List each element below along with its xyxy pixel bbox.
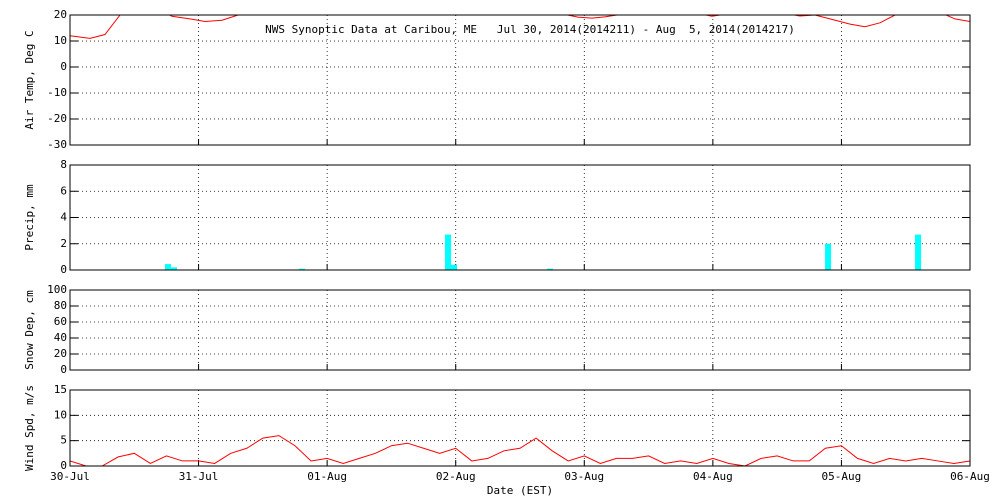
y-tick-label: 10: [54, 408, 67, 421]
chart-title: NWS Synoptic Data at Caribou, ME Jul 30,…: [265, 23, 795, 36]
y-tick-label: 2: [60, 237, 67, 250]
y-tick-label: 6: [60, 184, 67, 197]
plot-area: [164, 234, 922, 270]
y-tick-label: 80: [54, 299, 67, 312]
x-tick-label: 01-Aug: [307, 470, 347, 483]
frame: [69, 164, 971, 271]
y-tick-label: 20: [54, 8, 67, 21]
y-tick-label: 0: [60, 60, 67, 73]
bar: [451, 264, 458, 270]
y-tick-label: -30: [47, 138, 67, 151]
x-tick-label: 03-Aug: [564, 470, 604, 483]
y-tick-label: 60: [54, 315, 67, 328]
y-axis-label: Wind Spd, m/s: [23, 385, 36, 471]
bar: [171, 267, 178, 270]
plot-area: [70, 15, 970, 39]
x-tick-label: 06-Aug: [950, 470, 990, 483]
y-tick-label: 8: [60, 158, 67, 171]
y-tick-label: -10: [47, 86, 67, 99]
y-tick-label: 100: [47, 283, 67, 296]
line: [70, 15, 970, 39]
y-tick-label: 5: [60, 434, 67, 447]
frame: [69, 389, 971, 467]
x-tick-label: 31-Jul: [179, 470, 219, 483]
plot-area: [70, 435, 970, 466]
y-tick-label: -20: [47, 112, 67, 125]
y-axis-label: Snow Dep, cm: [23, 290, 36, 370]
y-tick-label: 40: [54, 331, 67, 344]
frame: [69, 289, 971, 371]
y-axis-label: Precip, mm: [23, 184, 36, 251]
y-axis-label: Air Temp, Deg C: [23, 30, 36, 129]
x-tick-label: 30-Jul: [50, 470, 90, 483]
y-tick-label: 15: [54, 383, 67, 396]
y-tick-label: 4: [60, 211, 67, 224]
bar: [546, 268, 553, 270]
y-tick-label: 20: [54, 347, 67, 360]
y-tick-label: 0: [60, 263, 67, 276]
bar: [298, 268, 305, 270]
y-tick-label: 0: [60, 459, 67, 472]
y-tick-label: 0: [60, 363, 67, 376]
bar: [915, 234, 922, 270]
frame: [69, 14, 971, 146]
x-tick-label: 05-Aug: [822, 470, 862, 483]
x-tick-label: 04-Aug: [693, 470, 733, 483]
x-tick-label: 02-Aug: [436, 470, 476, 483]
bar: [445, 234, 451, 270]
line: [70, 435, 970, 466]
x-axis-label: Date (EST): [487, 484, 553, 497]
y-tick-label: 10: [54, 34, 67, 47]
bar: [164, 264, 171, 270]
bar: [825, 243, 832, 270]
